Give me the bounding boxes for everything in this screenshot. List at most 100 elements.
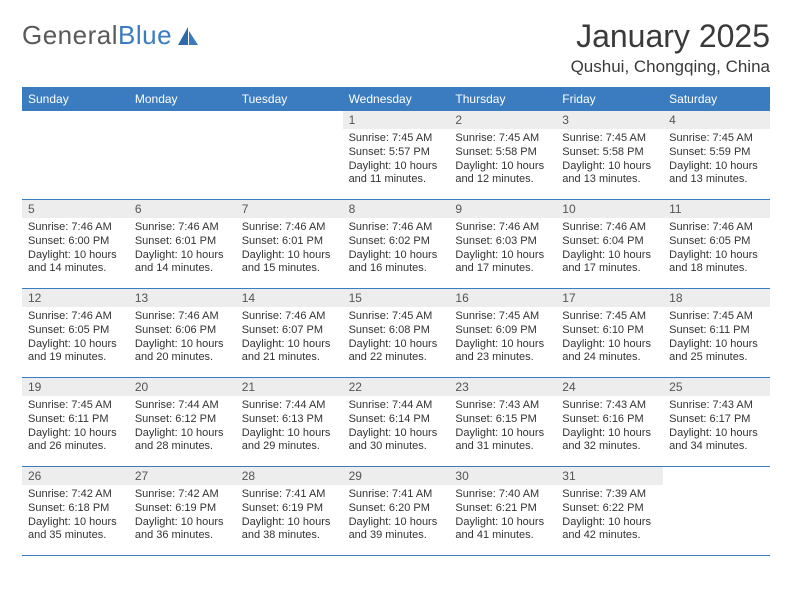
daylight-text-2: and 22 minutes. xyxy=(349,351,444,365)
day-cell: 17Sunrise: 7:45 AMSunset: 6:10 PMDayligh… xyxy=(556,289,663,377)
day-details: Sunrise: 7:46 AMSunset: 6:03 PMDaylight:… xyxy=(449,218,556,280)
day-details: Sunrise: 7:43 AMSunset: 6:15 PMDaylight:… xyxy=(449,396,556,458)
day-details: Sunrise: 7:46 AMSunset: 6:01 PMDaylight:… xyxy=(129,218,236,280)
sunrise-text: Sunrise: 7:46 AM xyxy=(455,221,550,235)
sunrise-text: Sunrise: 7:46 AM xyxy=(669,221,764,235)
sunset-text: Sunset: 6:12 PM xyxy=(135,413,230,427)
sunset-text: Sunset: 5:58 PM xyxy=(455,146,550,160)
day-number: 13 xyxy=(129,289,236,307)
day-cell: 21Sunrise: 7:44 AMSunset: 6:13 PMDayligh… xyxy=(236,378,343,466)
daylight-text-2: and 17 minutes. xyxy=(455,262,550,276)
brand-name: GeneralBlue xyxy=(22,20,172,51)
day-header-wednesday: Wednesday xyxy=(343,87,450,111)
daylight-text-2: and 29 minutes. xyxy=(242,440,337,454)
daylight-text-1: Daylight: 10 hours xyxy=(455,249,550,263)
sunrise-text: Sunrise: 7:46 AM xyxy=(349,221,444,235)
day-details: Sunrise: 7:45 AMSunset: 6:10 PMDaylight:… xyxy=(556,307,663,369)
daylight-text-1: Daylight: 10 hours xyxy=(562,516,657,530)
daylight-text-2: and 14 minutes. xyxy=(135,262,230,276)
sunrise-text: Sunrise: 7:46 AM xyxy=(28,221,123,235)
day-number: 28 xyxy=(236,467,343,485)
daylight-text-1: Daylight: 10 hours xyxy=(349,338,444,352)
day-details: Sunrise: 7:41 AMSunset: 6:20 PMDaylight:… xyxy=(343,485,450,547)
day-details: Sunrise: 7:42 AMSunset: 6:18 PMDaylight:… xyxy=(22,485,129,547)
daylight-text-1: Daylight: 10 hours xyxy=(135,249,230,263)
day-number: 25 xyxy=(663,378,770,396)
sunset-text: Sunset: 6:01 PM xyxy=(242,235,337,249)
sunset-text: Sunset: 6:08 PM xyxy=(349,324,444,338)
daylight-text-2: and 31 minutes. xyxy=(455,440,550,454)
day-details: Sunrise: 7:44 AMSunset: 6:13 PMDaylight:… xyxy=(236,396,343,458)
daylight-text-1: Daylight: 10 hours xyxy=(349,160,444,174)
week-row: 19Sunrise: 7:45 AMSunset: 6:11 PMDayligh… xyxy=(22,378,770,467)
day-cell: 3Sunrise: 7:45 AMSunset: 5:58 PMDaylight… xyxy=(556,111,663,199)
day-number: 18 xyxy=(663,289,770,307)
brand-name-a: General xyxy=(22,20,118,50)
daylight-text-2: and 34 minutes. xyxy=(669,440,764,454)
day-number: 30 xyxy=(449,467,556,485)
daylight-text-1: Daylight: 10 hours xyxy=(455,160,550,174)
daylight-text-1: Daylight: 10 hours xyxy=(455,516,550,530)
week-row: 1Sunrise: 7:45 AMSunset: 5:57 PMDaylight… xyxy=(22,111,770,200)
sunrise-text: Sunrise: 7:45 AM xyxy=(455,310,550,324)
sunrise-text: Sunrise: 7:46 AM xyxy=(562,221,657,235)
sunrise-text: Sunrise: 7:39 AM xyxy=(562,488,657,502)
daylight-text-2: and 13 minutes. xyxy=(669,173,764,187)
daylight-text-2: and 17 minutes. xyxy=(562,262,657,276)
sunset-text: Sunset: 6:05 PM xyxy=(28,324,123,338)
daylight-text-2: and 28 minutes. xyxy=(135,440,230,454)
sunset-text: Sunset: 6:09 PM xyxy=(455,324,550,338)
day-number: 12 xyxy=(22,289,129,307)
day-cell xyxy=(129,111,236,199)
week-row: 12Sunrise: 7:46 AMSunset: 6:05 PMDayligh… xyxy=(22,289,770,378)
daylight-text-2: and 24 minutes. xyxy=(562,351,657,365)
day-details: Sunrise: 7:42 AMSunset: 6:19 PMDaylight:… xyxy=(129,485,236,547)
day-number: 27 xyxy=(129,467,236,485)
day-details: Sunrise: 7:39 AMSunset: 6:22 PMDaylight:… xyxy=(556,485,663,547)
sunrise-text: Sunrise: 7:45 AM xyxy=(455,132,550,146)
sunset-text: Sunset: 6:11 PM xyxy=(669,324,764,338)
day-cell: 31Sunrise: 7:39 AMSunset: 6:22 PMDayligh… xyxy=(556,467,663,555)
day-cell: 4Sunrise: 7:45 AMSunset: 5:59 PMDaylight… xyxy=(663,111,770,199)
sunset-text: Sunset: 6:10 PM xyxy=(562,324,657,338)
day-details: Sunrise: 7:44 AMSunset: 6:12 PMDaylight:… xyxy=(129,396,236,458)
sunrise-text: Sunrise: 7:41 AM xyxy=(242,488,337,502)
day-cell: 11Sunrise: 7:46 AMSunset: 6:05 PMDayligh… xyxy=(663,200,770,288)
sunrise-text: Sunrise: 7:42 AM xyxy=(28,488,123,502)
sunrise-text: Sunrise: 7:46 AM xyxy=(135,310,230,324)
day-details: Sunrise: 7:40 AMSunset: 6:21 PMDaylight:… xyxy=(449,485,556,547)
daylight-text-2: and 18 minutes. xyxy=(669,262,764,276)
day-cell: 5Sunrise: 7:46 AMSunset: 6:00 PMDaylight… xyxy=(22,200,129,288)
daylight-text-1: Daylight: 10 hours xyxy=(28,427,123,441)
day-details: Sunrise: 7:46 AMSunset: 6:05 PMDaylight:… xyxy=(22,307,129,369)
day-header-saturday: Saturday xyxy=(663,87,770,111)
day-cell: 15Sunrise: 7:45 AMSunset: 6:08 PMDayligh… xyxy=(343,289,450,377)
day-details: Sunrise: 7:45 AMSunset: 6:08 PMDaylight:… xyxy=(343,307,450,369)
location-text: Qushui, Chongqing, China xyxy=(571,57,770,77)
day-details: Sunrise: 7:46 AMSunset: 6:01 PMDaylight:… xyxy=(236,218,343,280)
day-number xyxy=(129,111,236,129)
daylight-text-2: and 13 minutes. xyxy=(562,173,657,187)
day-cell: 30Sunrise: 7:40 AMSunset: 6:21 PMDayligh… xyxy=(449,467,556,555)
day-cell: 10Sunrise: 7:46 AMSunset: 6:04 PMDayligh… xyxy=(556,200,663,288)
sunset-text: Sunset: 6:04 PM xyxy=(562,235,657,249)
daylight-text-1: Daylight: 10 hours xyxy=(349,249,444,263)
sunrise-text: Sunrise: 7:46 AM xyxy=(242,221,337,235)
daylight-text-1: Daylight: 10 hours xyxy=(562,427,657,441)
sunrise-text: Sunrise: 7:45 AM xyxy=(562,310,657,324)
day-details: Sunrise: 7:45 AMSunset: 6:09 PMDaylight:… xyxy=(449,307,556,369)
daylight-text-2: and 19 minutes. xyxy=(28,351,123,365)
day-number: 15 xyxy=(343,289,450,307)
daylight-text-1: Daylight: 10 hours xyxy=(349,516,444,530)
day-details: Sunrise: 7:46 AMSunset: 6:05 PMDaylight:… xyxy=(663,218,770,280)
day-details: Sunrise: 7:45 AMSunset: 5:58 PMDaylight:… xyxy=(556,129,663,191)
daylight-text-2: and 39 minutes. xyxy=(349,529,444,543)
daylight-text-2: and 41 minutes. xyxy=(455,529,550,543)
daylight-text-1: Daylight: 10 hours xyxy=(562,249,657,263)
day-number: 4 xyxy=(663,111,770,129)
day-number: 22 xyxy=(343,378,450,396)
month-title: January 2025 xyxy=(571,18,770,55)
day-details: Sunrise: 7:41 AMSunset: 6:19 PMDaylight:… xyxy=(236,485,343,547)
day-cell: 18Sunrise: 7:45 AMSunset: 6:11 PMDayligh… xyxy=(663,289,770,377)
day-details: Sunrise: 7:45 AMSunset: 5:59 PMDaylight:… xyxy=(663,129,770,191)
